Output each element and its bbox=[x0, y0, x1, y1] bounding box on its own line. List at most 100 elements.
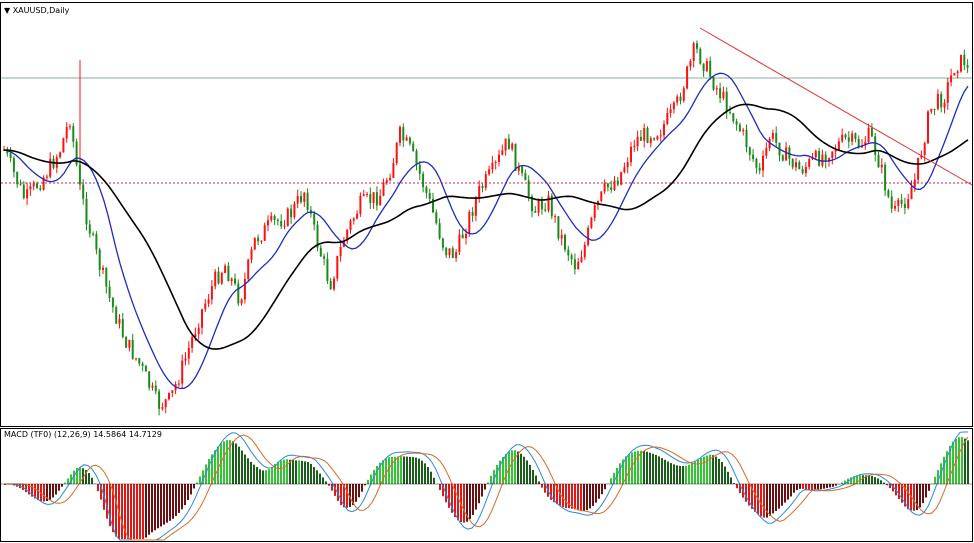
macd-histogram-bar bbox=[172, 484, 174, 519]
macd-histogram-bar bbox=[406, 456, 408, 484]
candle-body bbox=[290, 208, 293, 218]
macd-histogram-bar bbox=[253, 464, 255, 484]
candle-body bbox=[362, 194, 365, 196]
macd-histogram-bar bbox=[352, 484, 354, 506]
candle-body bbox=[217, 271, 220, 284]
macd-histogram-bar bbox=[559, 484, 561, 506]
macd-histogram-bar bbox=[70, 474, 72, 484]
macd-histogram-bar bbox=[841, 482, 843, 484]
macd-histogram-bar bbox=[748, 484, 750, 506]
candle-body bbox=[131, 339, 134, 359]
candle-body bbox=[742, 129, 745, 132]
macd-histogram-bar bbox=[673, 464, 675, 484]
macd-histogram-bar bbox=[226, 440, 228, 484]
macd-histogram-bar bbox=[316, 470, 318, 484]
macd-histogram-bar bbox=[169, 484, 171, 521]
macd-histogram-bar bbox=[775, 484, 777, 512]
macd-histogram-bar bbox=[79, 467, 81, 484]
macd-histogram-bar bbox=[796, 484, 798, 491]
candle-body bbox=[752, 154, 755, 159]
macd-histogram-bar bbox=[280, 460, 282, 484]
macd-histogram-bar bbox=[166, 484, 168, 523]
macd-histogram-bar bbox=[805, 484, 807, 490]
candle-body bbox=[570, 255, 573, 260]
candle-body bbox=[672, 102, 675, 110]
macd-histogram-bar bbox=[427, 467, 429, 484]
macd-histogram-bar bbox=[64, 482, 66, 484]
macd-histogram-bar bbox=[319, 473, 321, 484]
candle-body bbox=[303, 192, 306, 202]
candle-body bbox=[72, 126, 75, 142]
candle-body bbox=[606, 183, 609, 188]
macd-histogram-bar bbox=[121, 484, 123, 539]
macd-histogram-bar bbox=[124, 484, 126, 539]
candle-body bbox=[207, 299, 210, 304]
candle-body bbox=[191, 337, 194, 348]
candle-body bbox=[375, 192, 378, 206]
macd-histogram-bar bbox=[658, 456, 660, 484]
candle-body bbox=[524, 173, 527, 181]
macd-histogram-bar bbox=[685, 465, 687, 484]
candle-body bbox=[465, 234, 467, 239]
candle-body bbox=[927, 111, 929, 144]
macd-histogram-bar bbox=[136, 484, 138, 539]
candle-body bbox=[214, 271, 217, 287]
candle-body bbox=[356, 213, 359, 219]
candle-body bbox=[432, 198, 434, 213]
macd-histogram-bar bbox=[412, 457, 414, 484]
macd-histogram-bar bbox=[868, 475, 870, 484]
candle-body bbox=[719, 88, 722, 99]
macd-histogram-bar bbox=[598, 484, 600, 499]
candle-body bbox=[260, 240, 263, 242]
macd-histogram-bar bbox=[628, 454, 630, 484]
macd-histogram-bar bbox=[400, 456, 402, 484]
candle-body bbox=[940, 93, 943, 108]
candle-body bbox=[527, 180, 530, 197]
candle-body bbox=[29, 186, 32, 190]
candle-body bbox=[616, 180, 619, 185]
candle-body bbox=[795, 162, 797, 168]
candle-body bbox=[920, 154, 923, 158]
macd-histogram-bar bbox=[499, 460, 501, 484]
candle-body bbox=[785, 147, 788, 161]
macd-histogram-bar bbox=[721, 462, 723, 484]
macd-histogram-bar bbox=[385, 458, 387, 484]
macd-histogram-bar bbox=[193, 484, 195, 489]
macd-histogram-bar bbox=[946, 451, 948, 484]
macd-histogram-bar bbox=[325, 481, 327, 484]
macd-histogram-bar bbox=[433, 477, 435, 484]
macd-histogram-bar bbox=[58, 484, 60, 491]
candle-body bbox=[418, 164, 421, 174]
macd-histogram-bar bbox=[949, 445, 951, 484]
macd-histogram-bar bbox=[73, 470, 75, 484]
candle-body bbox=[300, 196, 302, 202]
macd-histogram-bar bbox=[388, 457, 390, 484]
macd-histogram-bar bbox=[304, 461, 306, 484]
macd-histogram-bar bbox=[724, 466, 726, 484]
macd-histogram-bar bbox=[157, 484, 159, 529]
macd-histogram-bar bbox=[391, 456, 393, 484]
candle-body bbox=[679, 96, 682, 101]
macd-histogram-bar bbox=[250, 461, 252, 484]
candle-body bbox=[164, 399, 167, 408]
candle-body bbox=[884, 164, 887, 191]
candle-body bbox=[425, 187, 428, 194]
macd-histogram-bar bbox=[688, 464, 690, 484]
macd-histogram-bar bbox=[442, 484, 444, 497]
candle-body bbox=[824, 154, 827, 162]
macd-histogram-bar bbox=[961, 437, 963, 484]
candle-body bbox=[319, 247, 322, 257]
candle-body bbox=[686, 66, 689, 89]
macd-histogram-bar bbox=[76, 467, 78, 484]
candle-body bbox=[593, 205, 596, 218]
main-panel-border bbox=[0, 2, 973, 427]
macd-histogram-bar bbox=[967, 440, 969, 484]
candle-body bbox=[603, 183, 606, 192]
candle-body bbox=[26, 189, 29, 199]
candle-body bbox=[600, 191, 603, 202]
macd-histogram-bar bbox=[556, 484, 558, 505]
candle-body bbox=[755, 158, 758, 168]
macd-histogram-bar bbox=[916, 484, 918, 510]
